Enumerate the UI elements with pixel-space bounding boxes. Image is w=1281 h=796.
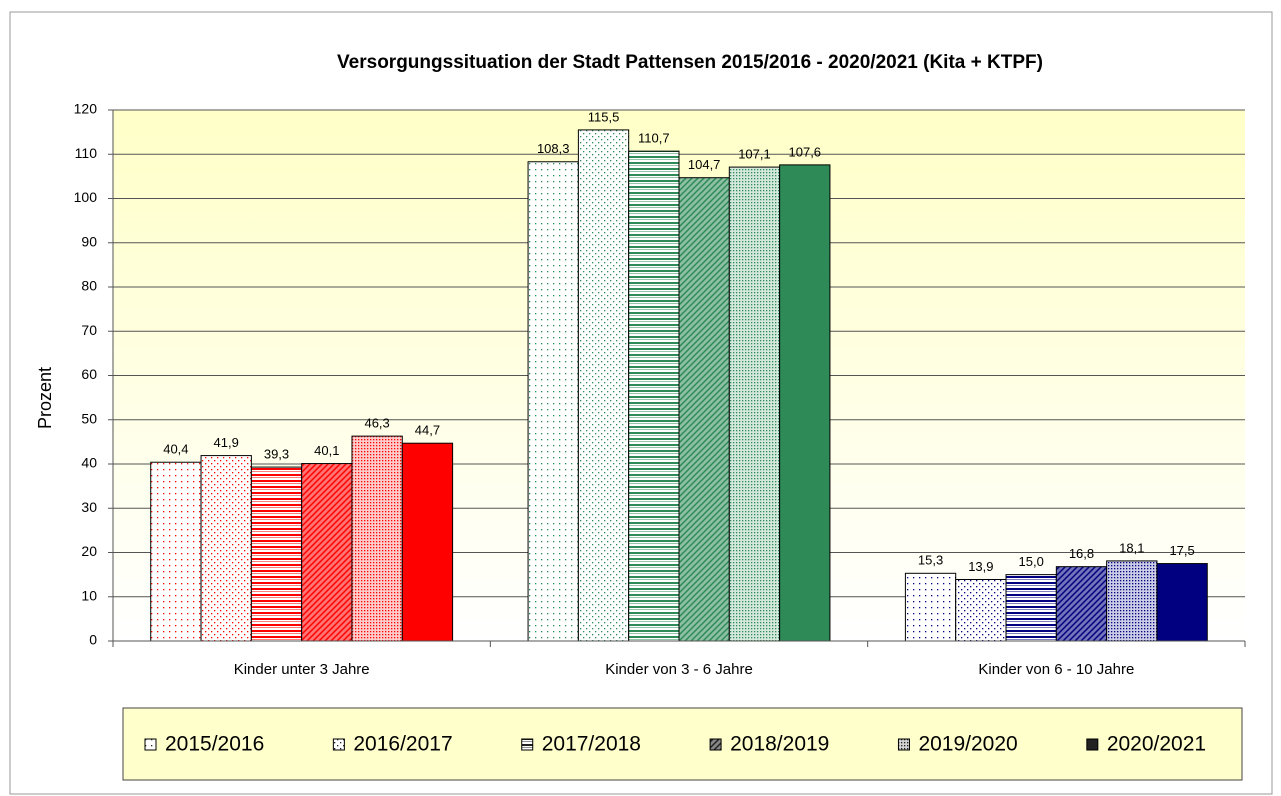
- data-label: 44,7: [415, 423, 440, 438]
- y-axis-label: Prozent: [35, 367, 55, 429]
- data-label: 39,3: [264, 447, 289, 462]
- bar: [301, 463, 353, 642]
- bar: [728, 166, 781, 642]
- y-tick-label: 10: [81, 587, 97, 603]
- data-label: 18,1: [1119, 540, 1144, 555]
- data-label: 107,6: [789, 144, 822, 159]
- bar: [401, 442, 454, 642]
- y-tick-label: 50: [81, 410, 97, 426]
- bar: [678, 177, 730, 642]
- bar: [1055, 566, 1108, 642]
- bar: [150, 461, 202, 642]
- x-tick-label: Kinder von 3 - 6 Jahre: [605, 661, 753, 678]
- data-label: 40,4: [163, 442, 188, 457]
- y-tick-label: 60: [81, 366, 97, 382]
- bar: [351, 435, 403, 642]
- bar: [200, 455, 252, 642]
- bar: [779, 164, 831, 642]
- bar: [250, 466, 303, 642]
- data-label: 15,0: [1019, 554, 1044, 569]
- bar: [1156, 563, 1208, 642]
- y-tick-label: 20: [81, 543, 97, 559]
- bar: [1106, 560, 1158, 642]
- legend-swatch: [521, 738, 534, 751]
- legend-swatch: [897, 738, 910, 751]
- y-tick-label: 110: [75, 145, 98, 161]
- bar: [527, 161, 579, 642]
- legend-label: 2017/2018: [542, 733, 641, 756]
- data-label: 41,9: [214, 435, 239, 450]
- bar: [577, 129, 630, 642]
- bar: [904, 572, 957, 642]
- legend-label: 2019/2020: [918, 733, 1017, 756]
- bar: [628, 150, 680, 642]
- x-tick-label: Kinder unter 3 Jahre: [234, 661, 370, 678]
- y-tick-label: 120: [74, 101, 98, 117]
- y-tick-label: 80: [81, 278, 97, 294]
- legend-label: 2016/2017: [353, 733, 452, 756]
- legend-box: [122, 707, 1243, 781]
- bar: [1005, 574, 1057, 642]
- data-label: 13,9: [968, 559, 993, 574]
- legend-swatch: [144, 738, 157, 751]
- data-label: 107,1: [738, 147, 771, 162]
- chart-title: Versorgungssituation der Stadt Pattensen…: [337, 52, 1043, 73]
- y-tick-label: 90: [81, 233, 97, 249]
- legend-swatch: [1086, 738, 1099, 751]
- data-label: 46,3: [364, 416, 389, 431]
- data-label: 110,7: [638, 131, 670, 146]
- x-tick-label: Kinder von 6 - 10 Jahre: [978, 661, 1134, 678]
- data-label: 15,3: [918, 553, 943, 568]
- y-tick-label: 0: [89, 632, 97, 648]
- y-tick-label: 100: [74, 189, 98, 205]
- legend-swatch: [709, 738, 722, 751]
- data-label: 108,3: [537, 141, 570, 156]
- bar: [955, 578, 1007, 642]
- data-label: 17,5: [1169, 543, 1194, 558]
- legend-swatch: [332, 738, 345, 751]
- y-tick-label: 30: [81, 499, 97, 515]
- legend-label: 2020/2021: [1107, 733, 1206, 756]
- data-label: 40,1: [314, 443, 339, 458]
- data-label: 115,5: [588, 109, 620, 124]
- y-tick-label: 40: [81, 455, 97, 471]
- y-tick-label: 70: [81, 322, 97, 338]
- legend-label: 2018/2019: [730, 733, 829, 756]
- data-label: 104,7: [688, 157, 721, 172]
- legend-label: 2015/2016: [165, 733, 264, 756]
- data-label: 16,8: [1069, 546, 1094, 561]
